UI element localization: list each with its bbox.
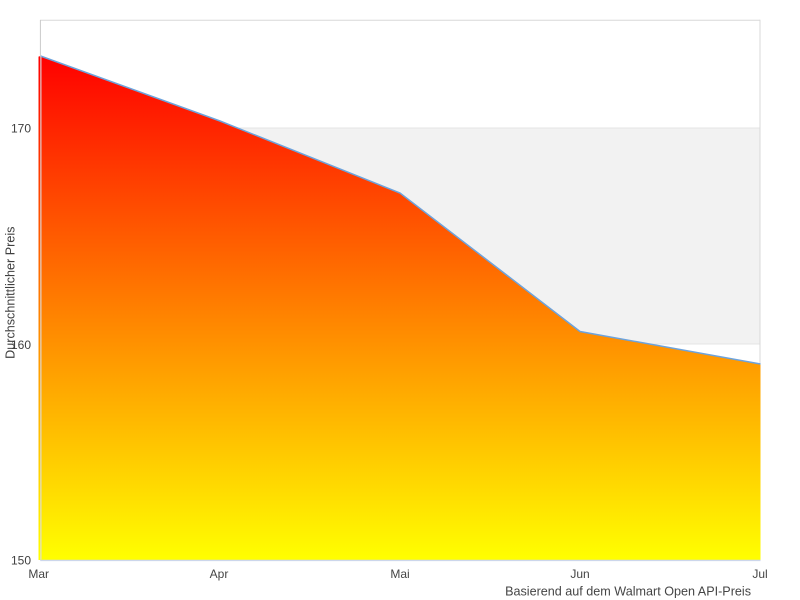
svg-text:170: 170	[11, 122, 31, 136]
svg-text:Apr: Apr	[210, 567, 229, 581]
svg-text:160: 160	[11, 338, 31, 352]
svg-text:Basierend auf dem Walmart Open: Basierend auf dem Walmart Open API-Preis	[505, 584, 751, 598]
svg-text:Jul: Jul	[752, 567, 767, 581]
svg-text:150: 150	[11, 553, 31, 567]
svg-text:Jun: Jun	[570, 567, 589, 581]
svg-text:Mar: Mar	[28, 567, 49, 581]
svg-text:Mai: Mai	[390, 567, 409, 581]
svg-text:Durchschnittlicher Preis: Durchschnittlicher Preis	[4, 227, 18, 359]
